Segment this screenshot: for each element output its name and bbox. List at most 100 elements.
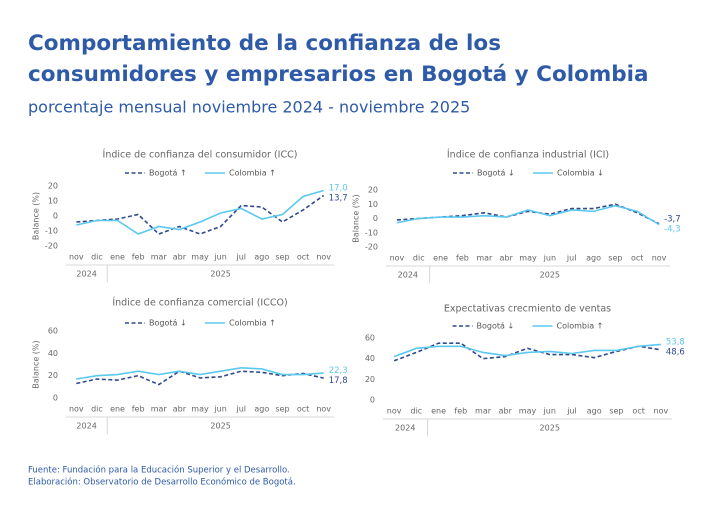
y-tick-label: 40 xyxy=(48,349,58,358)
series-line xyxy=(76,189,324,235)
y-tick-label: 0 xyxy=(53,212,58,221)
x-tick-label: feb xyxy=(132,405,145,414)
year-label: 2024 xyxy=(76,422,96,431)
series-line xyxy=(396,203,660,225)
x-tick-label: may xyxy=(191,253,209,262)
x-tick-label: ago xyxy=(587,407,602,416)
series-line xyxy=(76,367,324,380)
panel-title: Índice de confianza del consumidor (ICC) xyxy=(103,149,298,161)
x-tick-label: sep xyxy=(275,253,289,262)
y-tick-label: 10 xyxy=(368,200,378,209)
year-label: 2024 xyxy=(398,271,418,280)
y-tick-label: 10 xyxy=(48,197,58,206)
x-tick-label: abr xyxy=(500,254,514,263)
x-tick-label: mar xyxy=(151,253,168,262)
x-tick-label: dic xyxy=(91,253,103,262)
y-tick-label: 20 xyxy=(48,371,58,380)
y-tick-label: 60 xyxy=(48,327,58,336)
x-tick-label: nov xyxy=(654,407,669,416)
x-tick-label: jul xyxy=(235,253,246,262)
series-line xyxy=(76,370,324,386)
x-tick-label: may xyxy=(519,254,537,263)
value-label: -3,7 xyxy=(664,215,681,225)
series-line xyxy=(76,194,325,235)
x-tick-label: nov xyxy=(69,405,84,414)
year-label: 2025 xyxy=(210,422,230,431)
x-tick-label: mar xyxy=(475,407,492,416)
x-tick-label: ene xyxy=(433,254,448,263)
title-line: consumidores y empresarios en Bogotá y C… xyxy=(28,62,649,87)
y-tick-label: -10 xyxy=(365,228,378,237)
y-tick-label: -20 xyxy=(45,242,58,251)
x-tick-label: ago xyxy=(254,253,269,262)
x-tick-label: jul xyxy=(566,407,577,416)
y-axis-label: Balance (%) xyxy=(32,192,41,240)
y-tick-label: 0 xyxy=(370,396,375,405)
x-tick-label: sep xyxy=(275,405,289,414)
x-tick-label: ene xyxy=(110,253,125,262)
year-label: 2025 xyxy=(210,270,230,279)
x-tick-label: ago xyxy=(254,405,269,414)
y-tick-label: 0 xyxy=(53,394,58,403)
value-label: 13,7 xyxy=(329,193,348,203)
panel-title: Índice de confianza industrial (ICI) xyxy=(447,149,609,161)
value-label: 53,8 xyxy=(666,338,685,348)
subtitle: porcentaje mensual noviembre 2024 - novi… xyxy=(28,98,470,117)
legend-label: Bogotá ↓ xyxy=(477,322,515,331)
x-tick-label: jun xyxy=(213,405,226,414)
x-tick-label: feb xyxy=(454,407,467,416)
x-tick-label: jun xyxy=(543,407,556,416)
value-label: 48,6 xyxy=(666,348,685,358)
panel-title: Índice de confianza comercial (ICCO) xyxy=(112,297,287,309)
x-tick-label: may xyxy=(191,405,209,414)
y-axis-label: Balance (%) xyxy=(352,194,361,242)
x-tick-label: jun xyxy=(213,253,226,262)
x-tick-label: may xyxy=(519,407,537,416)
value-label: -4,3 xyxy=(664,225,681,235)
x-tick-label: sep xyxy=(609,407,623,416)
x-tick-label: abr xyxy=(173,405,187,414)
x-tick-label: jul xyxy=(235,405,246,414)
x-tick-label: dic xyxy=(410,407,422,416)
y-tick-label: 20 xyxy=(368,186,378,195)
panel-title: Expectativas crecmiento de ventas xyxy=(444,304,611,315)
source: Fuente: Fundación para la Educación Supe… xyxy=(28,465,290,476)
value-label: 17,0 xyxy=(329,183,348,193)
year-label: 2025 xyxy=(540,424,560,433)
legend-label: Bogotá ↑ xyxy=(149,169,187,178)
year-label: 2024 xyxy=(76,270,96,279)
y-tick-label: -10 xyxy=(45,227,58,236)
series-line xyxy=(393,343,661,358)
x-tick-label: nov xyxy=(316,405,331,414)
value-label: 22,3 xyxy=(329,366,348,376)
x-tick-label: ene xyxy=(431,407,446,416)
legend-label: Bogotá ↓ xyxy=(149,319,187,328)
x-tick-label: feb xyxy=(456,254,469,263)
y-tick-label: 20 xyxy=(365,375,375,384)
y-tick-label: -20 xyxy=(365,243,378,252)
x-tick-label: nov xyxy=(316,253,331,262)
legend-label: Colombia ↑ xyxy=(229,169,276,178)
y-tick-label: 60 xyxy=(365,334,375,343)
y-tick-label: 40 xyxy=(365,354,375,363)
x-tick-label: dic xyxy=(413,254,425,263)
x-tick-label: nov xyxy=(387,407,402,416)
value-label: 17,8 xyxy=(329,376,348,386)
legend-label: Bogotá ↓ xyxy=(477,169,515,178)
credit: Elaboración: Observatorio de Desarrollo … xyxy=(28,477,296,488)
y-tick-label: 20 xyxy=(48,182,58,191)
year-label: 2024 xyxy=(395,424,415,433)
x-tick-label: nov xyxy=(69,253,84,262)
x-tick-label: oct xyxy=(631,254,643,263)
x-tick-label: mar xyxy=(476,254,493,263)
x-tick-label: sep xyxy=(608,254,622,263)
x-tick-label: oct xyxy=(297,253,309,262)
legend-label: Colombia ↑ xyxy=(557,322,604,331)
y-tick-label: 0 xyxy=(373,214,378,223)
x-tick-label: oct xyxy=(297,405,309,414)
x-tick-label: abr xyxy=(173,253,187,262)
x-tick-label: ago xyxy=(586,254,601,263)
series-line xyxy=(393,342,662,362)
